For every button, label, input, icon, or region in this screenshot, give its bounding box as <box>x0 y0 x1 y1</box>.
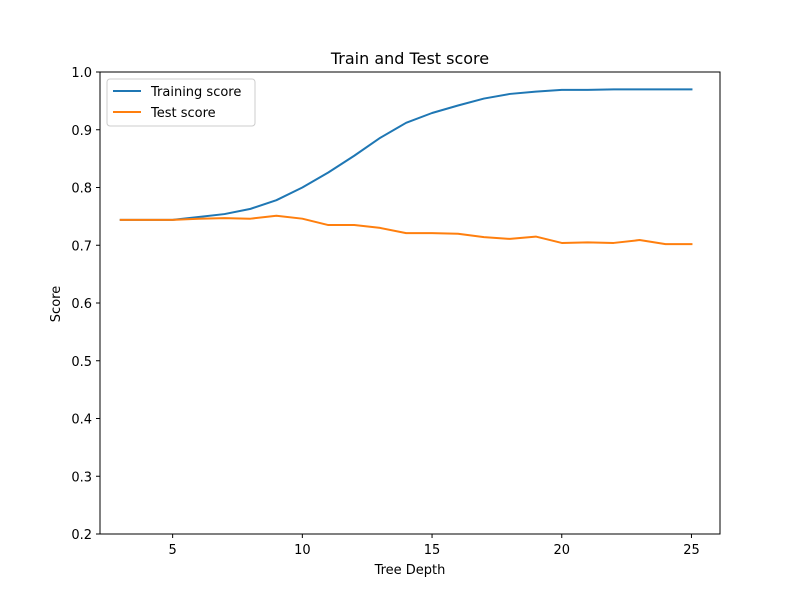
chart-title: Train and Test score <box>330 49 489 68</box>
y-tick-label-4: 0.6 <box>71 297 92 312</box>
plot-area <box>119 88 693 246</box>
legend-label-0: Training score <box>150 85 241 100</box>
legend: Training score Test score <box>106 78 256 127</box>
x-tick-label-1: 10 <box>294 543 311 558</box>
y-tick-label-5: 0.7 <box>71 239 92 254</box>
y-tick-label-3: 0.5 <box>71 355 92 370</box>
x-tick-label-0: 5 <box>168 543 176 558</box>
y-tick-label-2: 0.4 <box>71 413 92 428</box>
series-line-0 <box>119 88 693 221</box>
x-axis-label: Tree Depth <box>374 563 446 578</box>
y-tick-label-0: 0.2 <box>71 528 92 543</box>
legend-label-1: Test score <box>150 106 216 121</box>
y-tick-label-7: 0.9 <box>71 124 92 139</box>
y-tick-label-1: 0.3 <box>71 470 92 485</box>
axes: 5 10 15 20 25 0.2 0.3 0.4 0.5 0.6 0.7 0.8 0.9 1.0 <box>71 66 721 558</box>
x-tick-label-4: 25 <box>683 543 700 558</box>
y-tick-label-6: 0.8 <box>71 182 92 197</box>
x-tick-label-2: 15 <box>424 543 441 558</box>
legend-box <box>106 78 256 127</box>
y-axis-label: Score <box>49 286 64 322</box>
series-line-1 <box>119 214 693 246</box>
y-tick-label-8: 1.0 <box>71 66 92 81</box>
x-tick-label-3: 20 <box>553 543 570 558</box>
